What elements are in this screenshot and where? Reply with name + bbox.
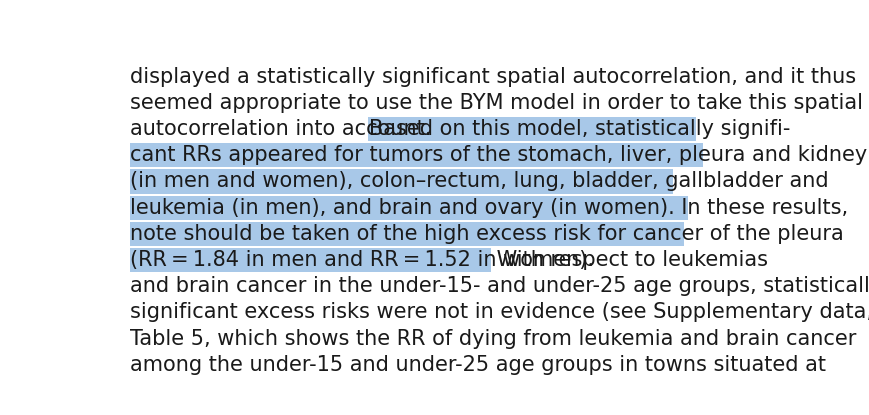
- Bar: [368, 117, 696, 141]
- Bar: [129, 222, 684, 246]
- Bar: [129, 143, 702, 167]
- Text: among the under-15 and under-25 age groups in towns situated at: among the under-15 and under-25 age grou…: [130, 355, 826, 375]
- Text: (in men and women), colon–rectum, lung, bladder, gallbladder and: (in men and women), colon–rectum, lung, …: [130, 171, 828, 191]
- Text: seemed appropriate to use the BYM model in order to take this spatial: seemed appropriate to use the BYM model …: [130, 93, 862, 113]
- Text: leukemia (in men), and brain and ovary (in women). In these results,: leukemia (in men), and brain and ovary (…: [130, 198, 847, 217]
- Text: Based on this model, statistically signifi-: Based on this model, statistically signi…: [368, 119, 790, 139]
- Bar: [129, 169, 672, 193]
- Text: With respect to leukemias: With respect to leukemias: [489, 250, 767, 270]
- Bar: [129, 195, 687, 220]
- Text: cant RRs appeared for tumors of the stomach, liver, pleura and kidney: cant RRs appeared for tumors of the stom…: [130, 145, 866, 165]
- Text: and brain cancer in the under-15- and under-25 age groups, statistically: and brain cancer in the under-15- and un…: [130, 276, 869, 296]
- Text: note should be taken of the high excess risk for cancer of the pleura: note should be taken of the high excess …: [130, 224, 843, 244]
- Text: autocorrelation into account.: autocorrelation into account.: [130, 119, 438, 139]
- Text: Table 5, which shows the RR of dying from leukemia and brain cancer: Table 5, which shows the RR of dying fro…: [130, 329, 856, 349]
- Text: (RR = 1.84 in men and RR = 1.52 in women).: (RR = 1.84 in men and RR = 1.52 in women…: [130, 250, 594, 270]
- Bar: [129, 248, 490, 272]
- Text: significant excess risks were not in evidence (see Supplementary data,: significant excess risks were not in evi…: [130, 303, 869, 322]
- Text: displayed a statistically significant spatial autocorrelation, and it thus: displayed a statistically significant sp…: [130, 67, 856, 87]
